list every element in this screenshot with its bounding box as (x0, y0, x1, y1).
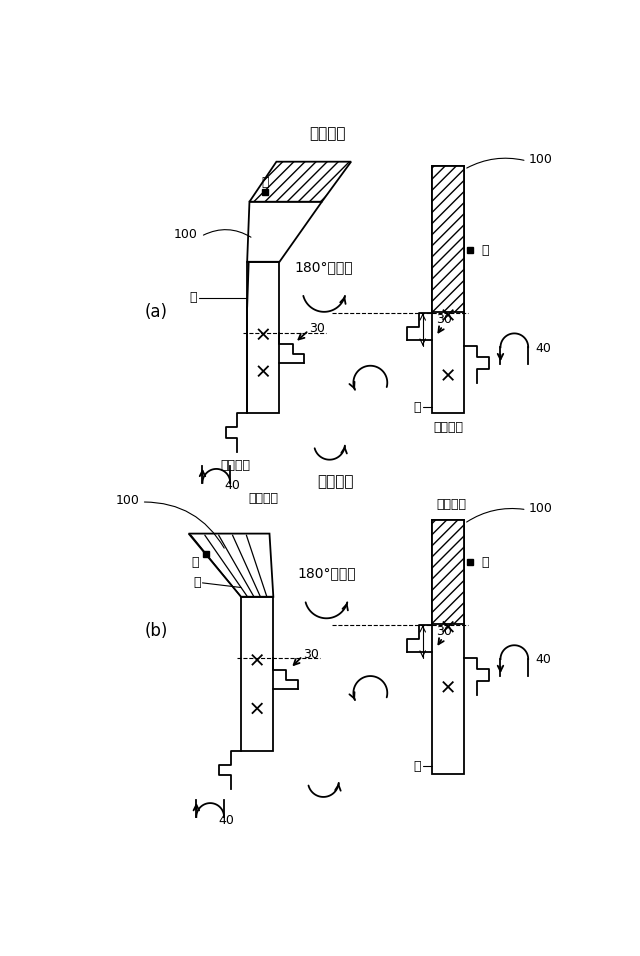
Text: （手前）: （手前） (248, 491, 278, 505)
Bar (432, 520, 464, 773)
Text: (a): (a) (145, 303, 168, 321)
Text: 100: 100 (115, 494, 140, 507)
Polygon shape (247, 202, 322, 262)
Text: 100: 100 (173, 228, 197, 241)
Text: 40: 40 (535, 341, 551, 355)
Text: 100: 100 (528, 502, 552, 514)
Text: 裏: 裏 (191, 555, 198, 569)
Text: 40: 40 (218, 814, 234, 827)
Polygon shape (189, 533, 273, 597)
Text: 左ねじれ: 左ねじれ (310, 125, 346, 141)
Text: 表: 表 (189, 292, 197, 304)
Text: 表: 表 (413, 401, 420, 414)
Text: 表: 表 (413, 760, 420, 772)
Text: 30: 30 (303, 648, 319, 661)
Text: (b): (b) (145, 622, 168, 641)
Bar (241, 597, 273, 750)
Bar (247, 262, 280, 414)
Text: 180°右回転: 180°右回転 (297, 567, 356, 580)
Bar (432, 165, 464, 414)
Text: 表: 表 (193, 576, 201, 590)
Polygon shape (250, 162, 351, 202)
Text: 裏: 裏 (481, 555, 489, 569)
Text: 裏: 裏 (481, 244, 489, 257)
Text: （手前）: （手前） (433, 421, 463, 434)
Text: 180°右回転: 180°右回転 (295, 260, 353, 274)
Text: 40: 40 (535, 653, 551, 666)
Text: 100: 100 (528, 153, 552, 166)
Text: （前方）: （前方） (436, 498, 466, 511)
Bar (432, 165, 464, 312)
Text: 40: 40 (224, 479, 240, 492)
Text: 30: 30 (436, 313, 452, 326)
Text: 30: 30 (436, 625, 452, 638)
Bar (432, 520, 464, 623)
Text: 左ねじれ: 左ねじれ (317, 474, 354, 489)
Text: 裏: 裏 (261, 176, 269, 189)
Text: 30: 30 (308, 322, 324, 336)
Text: （前方）: （前方） (221, 459, 251, 472)
